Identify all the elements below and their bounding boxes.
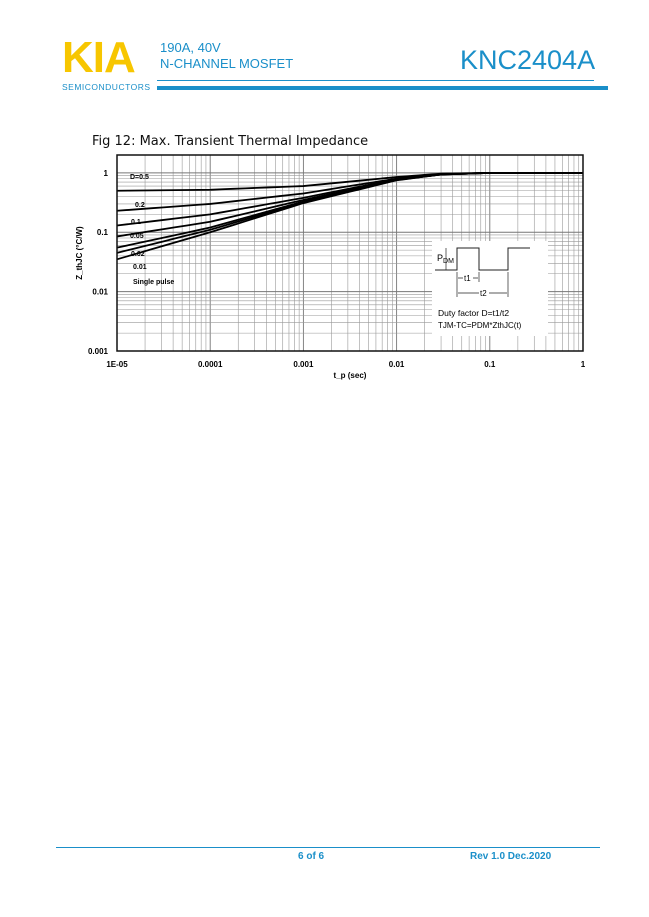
plot-frame <box>116 154 584 352</box>
header-divider-thin <box>157 80 594 81</box>
page-number: 6 of 6 <box>298 851 325 862</box>
t2-label: t2 <box>480 289 487 298</box>
series-label: 0.1 <box>131 219 141 226</box>
inset-background <box>432 241 548 336</box>
series-label: 0.01 <box>133 264 147 271</box>
tick-labels: 1E-05 0.0001 0.001 0.01 0.1 1 0.001 0.01 0.1 1 <box>88 169 586 369</box>
figure-title: Fig 12: Max. Transient Thermal Impedance <box>92 134 369 149</box>
series-labels: D=0.5 0.2 0.1 0.05 0.02 0.01 Single pulse <box>130 174 174 286</box>
x-tick-label: 1 <box>581 360 586 369</box>
series-line <box>116 171 583 254</box>
inset-diagram: PDM t1 t2 Duty factor D=t1/t2 TJM-TC=PDM… <box>432 241 548 336</box>
header-divider-thick <box>157 86 608 90</box>
x-axis-label: t_p (sec) <box>334 371 367 380</box>
y-tick-label: 1 <box>104 169 109 178</box>
formula-text: TJM-TC=PDM*ZthJC(t) <box>438 321 522 330</box>
series-label: 0.05 <box>130 233 144 240</box>
series-label: D=0.5 <box>130 174 149 181</box>
series-label: 0.2 <box>135 202 145 209</box>
duty-factor-text: Duty factor D=t1/t2 <box>438 308 509 318</box>
x-tick-label: 0.01 <box>389 360 405 369</box>
y-tick-label: 0.01 <box>92 288 108 297</box>
revision: Rev 1.0 Dec.2020 <box>470 851 552 862</box>
x-tick-label: 0.001 <box>293 360 314 369</box>
series-label: 0.02 <box>131 251 145 258</box>
series-label: Single pulse <box>133 279 174 286</box>
series-lines <box>116 171 583 261</box>
x-tick-label: 0.1 <box>484 360 496 369</box>
pulse-waveform <box>435 247 530 271</box>
t1-label: t1 <box>464 274 471 283</box>
device-type: N-CHANNEL MOSFET <box>160 56 294 71</box>
x-tick-label: 0.0001 <box>198 360 223 369</box>
logo-subtext: SEMICONDUCTORS <box>62 82 151 92</box>
device-rating: 190A, 40V <box>160 40 221 55</box>
part-number: KNC2404A <box>460 45 596 75</box>
series-line <box>116 171 583 261</box>
x-tick-label: 1E-05 <box>106 360 128 369</box>
y-tick-label: 0.1 <box>97 228 109 237</box>
kia-logo: KIA <box>62 33 136 82</box>
thermal-impedance-chart: 1E-05 0.0001 0.001 0.01 0.1 1 0.001 0.01 0.1 1 D=… <box>75 154 586 380</box>
footer-divider <box>56 847 600 848</box>
y-tick-label: 0.001 <box>88 347 109 356</box>
y-axis-label: Z_thJC (°C/W) <box>75 226 84 280</box>
pdm-label: PDM <box>437 253 454 265</box>
